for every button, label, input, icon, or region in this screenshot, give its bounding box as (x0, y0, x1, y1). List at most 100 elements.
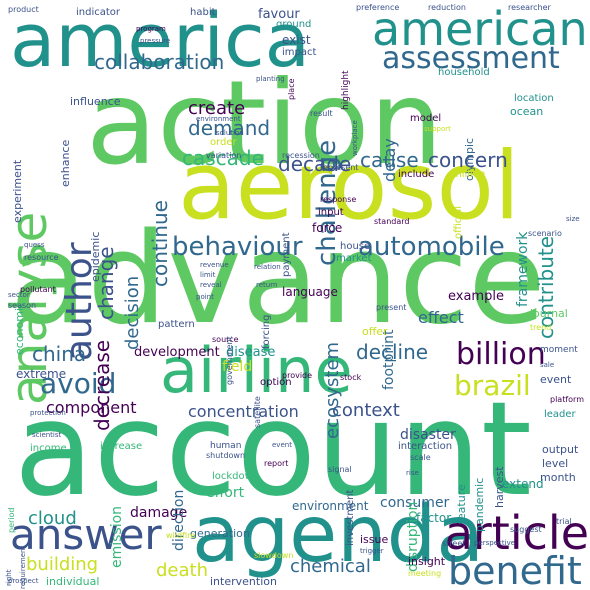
word-quess: quess (24, 241, 45, 249)
word-wildfire: wildfire (166, 531, 196, 540)
word-government: government (225, 336, 234, 385)
word-recession: recession (282, 151, 320, 160)
word-assessment: assessment (382, 41, 560, 76)
word-demand: demand (188, 116, 271, 140)
word-represent: represent (320, 163, 359, 172)
word-ground: ground (276, 19, 312, 30)
word-decrease: decrease (90, 339, 114, 431)
word-influence: influence (70, 95, 121, 108)
word-planting: planting (256, 75, 285, 83)
word-shutdown: shutdown (206, 451, 246, 460)
word-investment: investment (345, 489, 356, 546)
word-sale: sale (540, 361, 555, 369)
word-trial: trial (556, 517, 572, 526)
word-consumer: consumer (380, 495, 450, 511)
word-continue: continue (148, 200, 172, 287)
word-return: return (256, 281, 278, 289)
word-revenue: revenue (200, 261, 229, 269)
word-scientist: scientist (32, 431, 62, 439)
word-direction: direction (171, 489, 187, 551)
word-provide: provide (282, 371, 313, 380)
word-factor: factor (416, 511, 452, 525)
word-pollutant: pollutant (20, 285, 56, 294)
word-effort: effort (206, 485, 245, 501)
word-scale: scale (410, 453, 431, 462)
word-create: create (188, 98, 246, 119)
word-income: income (30, 443, 67, 454)
word-resource: resource (24, 253, 59, 262)
word-present: present (376, 303, 407, 312)
word-force: force (312, 221, 343, 235)
word-prospect: prospect (8, 577, 39, 585)
word-epidemic: epidemic (89, 231, 102, 282)
word-decision: decision (122, 275, 143, 350)
word-model: model (410, 113, 442, 124)
word-journal: journal (530, 307, 568, 320)
word-ocean: ocean (510, 105, 544, 118)
word-extend: extend (502, 477, 544, 491)
word-impact: impact (282, 47, 317, 58)
word-emission: emission (109, 505, 125, 568)
word-favour: favour (258, 7, 300, 22)
word-cloud: cloud (28, 508, 77, 529)
word-response: response (320, 195, 357, 204)
word-researcher: researcher (508, 3, 551, 12)
word-environment-2: environment (196, 115, 241, 123)
word-decline: decline (356, 340, 429, 364)
word-human: human (210, 441, 242, 451)
word-effect: effect (418, 308, 464, 327)
word-month: month (540, 471, 576, 484)
word-benefit: benefit (448, 549, 582, 590)
word-relation: relation (254, 263, 281, 271)
word-reduction: reduction (428, 3, 466, 12)
word-meeting: meeting (408, 569, 442, 578)
word-point: point (196, 293, 214, 301)
word-report: report (264, 459, 289, 468)
word-place: place (287, 78, 296, 100)
word-input: input (318, 207, 344, 218)
word-development: development (134, 345, 220, 360)
word-intervention: intervention (210, 575, 277, 588)
word-support: support (424, 125, 451, 133)
word-concern: concern (428, 148, 508, 172)
word-increase: increase (100, 441, 143, 452)
word-indicator: indicator (76, 7, 121, 18)
word-concentration: concentration (188, 402, 299, 421)
word-avoid: avoid (40, 367, 117, 400)
word-death: death (156, 560, 208, 581)
word-suggest: suggest (510, 525, 542, 534)
word-disease: disease (226, 345, 276, 360)
word-airline: airline (160, 334, 353, 407)
word-program: program (136, 25, 166, 33)
word-street: street (442, 539, 466, 548)
word-scenario: scenario (528, 229, 562, 238)
word-source: source (212, 335, 239, 344)
word-field: field (222, 359, 253, 375)
word-location: location (514, 93, 554, 104)
word-reveal: reveal (200, 281, 222, 289)
word-billion: billion (456, 337, 546, 372)
word-agenda: agenda (192, 490, 485, 580)
word-order: order (210, 137, 237, 148)
word-china: china (32, 342, 87, 366)
word-disaster: disaster (400, 427, 456, 443)
word-option: option (260, 377, 292, 388)
word-protection: protection (30, 409, 66, 417)
word-feature: feature (455, 484, 468, 524)
word-lockdown: lockdown (212, 471, 260, 482)
word-stock: stock (340, 373, 362, 382)
word-interaction: interaction (398, 441, 453, 452)
word-component: component (46, 398, 137, 417)
word-account: account (14, 373, 532, 525)
word-perspective: perspective (474, 539, 516, 547)
word-trigger: trigger (360, 547, 384, 555)
word-include: include (398, 169, 435, 180)
word-insight: insight (408, 555, 446, 568)
word-aerosol: aerosol (178, 132, 521, 241)
word-variation: variation (206, 151, 242, 160)
word-platform: platform (550, 395, 584, 404)
word-pandemic: pandemic (473, 477, 486, 532)
word-america: america (10, 0, 310, 84)
word-harvest: harvest (493, 466, 506, 508)
